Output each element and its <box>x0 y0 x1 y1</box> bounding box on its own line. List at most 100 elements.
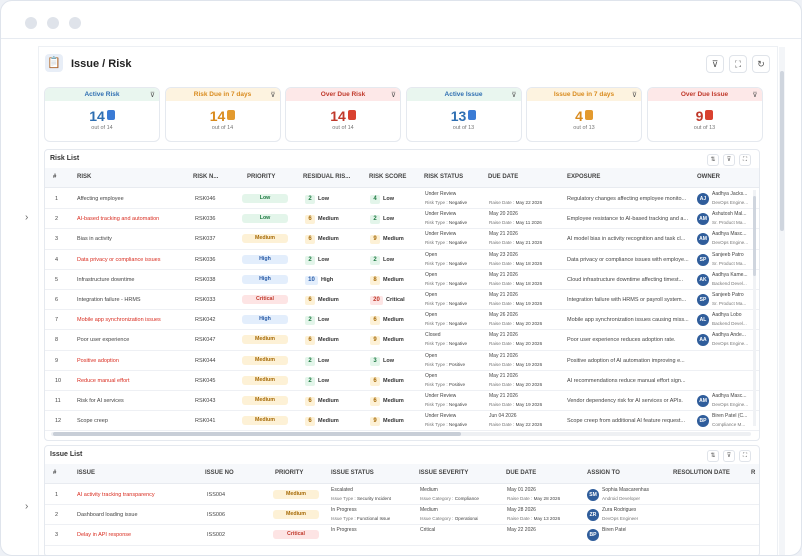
table-row[interactable]: 1 AI activity tracking transparency ISS004… <box>45 485 759 506</box>
filter-icon[interactable]: ⊽ <box>511 92 517 99</box>
sort-button[interactable]: ⇅ <box>707 154 719 166</box>
table-row[interactable]: 1 Affecting employee RSK046 Low 2 Low 4 Low Unde… <box>45 189 759 210</box>
column-header[interactable]: R <box>751 470 756 476</box>
summary-card[interactable]: Active Issue ⊽ 13 out of 13 <box>405 87 522 142</box>
column-header[interactable]: PRIORITY <box>275 470 304 476</box>
assignee-name[interactable]: Zura Rodrigues <box>602 507 637 514</box>
table-row[interactable]: 10 Reduce manual effort RSK045 Medium 2 Low 6 M… <box>45 371 759 391</box>
scrollbar-thumb[interactable] <box>53 432 461 436</box>
risk-name[interactable]: Data privacy or compliance issues <box>77 256 161 263</box>
risk-name[interactable]: Infrastructure downtime <box>77 276 135 283</box>
column-header[interactable]: ASSIGN TO <box>587 470 620 476</box>
column-header[interactable]: # <box>53 470 57 476</box>
risk-type-value: Positive <box>448 361 466 367</box>
table-row[interactable]: 4 Data privacy or compliance issues RSK036… <box>45 250 759 270</box>
filter-button[interactable]: ⊽ <box>706 55 724 73</box>
refresh-button[interactable]: ↻ <box>752 55 770 73</box>
filter-button[interactable]: ⊽ <box>723 450 735 462</box>
table-row[interactable]: 8 Poor user experience RSK047 Medium 6 Medium… <box>45 330 759 351</box>
priority-badge: Medium <box>242 396 288 405</box>
owner-name[interactable]: Biren Patel (C... <box>712 413 748 420</box>
exposure: Mobile app synchronization issues causin… <box>567 317 689 324</box>
table-row[interactable]: 3 Bias in activity RSK037 Medium 6 Medium 9 Med… <box>45 229 759 250</box>
owner-name[interactable]: Sanjeeb Patro <box>712 292 744 298</box>
column-header[interactable]: ISSUE STATUS <box>331 470 374 476</box>
table-row[interactable]: 11 Risk for AI services RSK043 Medium 6 Mediu… <box>45 391 759 412</box>
owner-name[interactable]: Aadhya Lobo <box>712 312 742 319</box>
risk-name[interactable]: Bias in activity <box>77 236 112 243</box>
sort-button[interactable]: ⇅ <box>707 450 719 462</box>
priority-badge: Low <box>242 194 288 203</box>
column-header[interactable]: RESIDUAL RIS... <box>303 174 351 180</box>
scrollbar-thumb[interactable] <box>753 196 756 276</box>
owner-name[interactable]: Aadhya Ande... <box>712 332 746 339</box>
column-header[interactable]: ISSUE SEVERITY <box>419 470 469 476</box>
risk-name[interactable]: AI-based tracking and automation <box>77 216 160 223</box>
risk-name[interactable]: Reduce manual effort <box>77 377 130 384</box>
risk-name[interactable]: Integration failure - HRMS <box>77 297 141 303</box>
window-dot-minimize[interactable] <box>47 17 59 29</box>
page-scrollbar[interactable] <box>779 47 785 555</box>
column-header[interactable]: RISK STATUS <box>424 174 464 180</box>
column-header[interactable]: RISK SCORE <box>369 174 407 180</box>
column-header[interactable]: ISSUE NO <box>205 470 234 476</box>
expand-chevron-icon[interactable]: › <box>25 501 29 512</box>
column-header[interactable]: EXPOSURE <box>567 174 601 180</box>
owner-name[interactable]: Ashutosh Mal... <box>712 211 747 218</box>
page-scrollbar-thumb[interactable] <box>780 71 784 231</box>
summary-card[interactable]: Over Due Risk ⊽ 14 out of 14 <box>285 87 401 142</box>
issue-name[interactable]: Dashboard loading issue <box>77 512 138 519</box>
column-header[interactable]: # <box>53 174 57 180</box>
filter-button[interactable]: ⊽ <box>723 154 735 166</box>
summary-card[interactable]: Risk Due in 7 days ⊽ 14 out of 14 <box>164 87 281 142</box>
table-row[interactable]: 7 Mobile app synchronization issues RSK042… <box>45 310 759 331</box>
table-row[interactable]: 12 Scope creep RSK041 Medium 6 Medium 9 Medium U… <box>45 411 759 432</box>
issue-name[interactable]: Delay in API response <box>77 532 132 539</box>
table-row[interactable]: 6 Integration failure - HRMS RSK033 Critica… <box>45 290 759 311</box>
filter-icon[interactable]: ⊽ <box>390 92 396 99</box>
risk-status: Open <box>425 292 438 298</box>
table-row[interactable]: 9 Positive adoption RSK044 Medium 2 Low 3 Low Op… <box>45 351 759 371</box>
vertical-scrollbar[interactable] <box>753 190 756 426</box>
owner-name[interactable]: Sanjeeb Patro <box>712 251 744 258</box>
horizontal-scrollbar[interactable] <box>51 432 751 436</box>
fullscreen-button[interactable]: ⛶ <box>739 450 751 462</box>
risk-name[interactable]: Scope creep <box>77 418 108 425</box>
filter-icon[interactable]: ⊽ <box>270 92 276 99</box>
summary-card[interactable]: Active Risk ⊽ 14 out of 14 <box>44 87 160 142</box>
table-row[interactable]: 3 Delay in API response ISS002 Critical In P… <box>45 525 759 546</box>
issue-name[interactable]: AI activity tracking transparency <box>77 492 155 498</box>
column-header[interactable]: OWNER <box>697 174 720 180</box>
summary-card[interactable]: Over Due Issue ⊽ 9 out of 13 <box>646 87 763 142</box>
risk-name[interactable]: Affecting employee <box>77 196 124 202</box>
window-dot-close[interactable] <box>25 17 37 29</box>
window-dot-maximize[interactable] <box>69 17 81 29</box>
owner-name[interactable]: Aadhya Kame... <box>712 271 748 278</box>
filter-icon[interactable]: ⊽ <box>149 92 155 99</box>
filter-icon[interactable]: ⊽ <box>631 92 637 99</box>
owner-name[interactable]: Aadhya Masc... <box>712 231 747 238</box>
risk-name[interactable]: Positive adoption <box>77 357 119 364</box>
summary-card[interactable]: Issue Due in 7 days ⊽ 4 out of 13 <box>526 87 642 142</box>
risk-name[interactable]: Risk for AI services <box>77 398 124 404</box>
filter-icon[interactable]: ⊽ <box>752 92 758 99</box>
fullscreen-button[interactable]: ⛶ <box>739 154 751 166</box>
fullscreen-button[interactable]: ⛶ <box>729 55 747 73</box>
assignee-name[interactable]: Sophia Mascarenhas <box>602 487 649 493</box>
owner-name[interactable]: Aadhya Masc... <box>712 393 747 399</box>
table-row[interactable]: 2 AI-based tracking and automation RSK036 L… <box>45 209 759 230</box>
owner-name[interactable]: Aadhya Jacks... <box>712 191 748 197</box>
risk-name[interactable]: Mobile app synchronization issues <box>77 317 161 324</box>
table-row[interactable]: 2 Dashboard loading issue ISS006 Medium In P… <box>45 505 759 526</box>
expand-chevron-icon[interactable]: › <box>25 212 29 223</box>
column-header[interactable]: RESOLUTION DATE <box>673 470 730 476</box>
column-header[interactable]: DUE DATE <box>488 174 519 180</box>
table-row[interactable]: 5 Infrastructure downtime RSK038 High 10 High… <box>45 270 759 290</box>
column-header[interactable]: ISSUE <box>77 470 96 476</box>
risk-name[interactable]: Poor user experience <box>77 337 130 344</box>
column-header[interactable]: RISK N... <box>193 174 219 180</box>
column-header[interactable]: RISK <box>77 174 92 180</box>
assignee-name[interactable]: Biren Patel <box>602 527 627 534</box>
column-header[interactable]: PRIORITY <box>247 174 276 180</box>
column-header[interactable]: DUE DATE <box>506 470 537 476</box>
